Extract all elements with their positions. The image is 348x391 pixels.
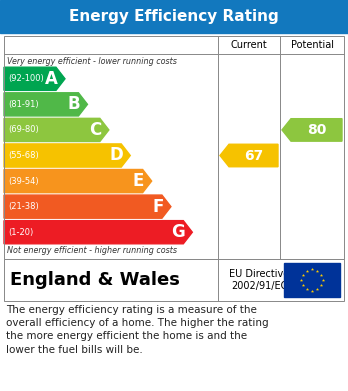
Text: (81-91): (81-91) [8,100,39,109]
Bar [0,0,348,33]
Text: (69-80): (69-80) [8,126,39,135]
Text: F: F [152,197,164,216]
Text: (39-54): (39-54) [8,177,39,186]
Text: Potential: Potential [291,40,333,50]
Text: Not energy efficient - higher running costs: Not energy efficient - higher running co… [7,246,177,255]
Polygon shape [4,67,65,90]
Polygon shape [4,118,109,142]
Polygon shape [220,144,278,167]
Text: E: E [133,172,144,190]
Polygon shape [282,119,342,141]
Polygon shape [4,144,130,167]
Text: G: G [171,223,185,241]
Text: Current: Current [231,40,267,50]
Text: The energy efficiency rating is a measure of the
overall efficiency of a home. T: The energy efficiency rating is a measur… [6,305,269,355]
Text: (92-100): (92-100) [8,74,44,83]
Text: (1-20): (1-20) [8,228,33,237]
Bar [4,36,344,259]
Text: Energy Efficiency Rating: Energy Efficiency Rating [69,9,279,24]
Polygon shape [4,169,152,193]
Bar [284,263,340,297]
Text: (55-68): (55-68) [8,151,39,160]
Text: EU Directive
2002/91/EC: EU Directive 2002/91/EC [229,269,289,291]
Text: (21-38): (21-38) [8,202,39,211]
Bar [4,259,344,301]
Text: C: C [89,121,101,139]
Polygon shape [4,221,192,244]
Text: D: D [109,147,123,165]
Text: 67: 67 [244,149,263,163]
Text: A: A [45,70,57,88]
Polygon shape [4,195,171,218]
Text: Very energy efficient - lower running costs: Very energy efficient - lower running co… [7,57,177,66]
Text: England & Wales: England & Wales [10,271,180,289]
Polygon shape [4,93,87,116]
Text: 80: 80 [307,123,326,137]
Text: B: B [67,95,80,113]
